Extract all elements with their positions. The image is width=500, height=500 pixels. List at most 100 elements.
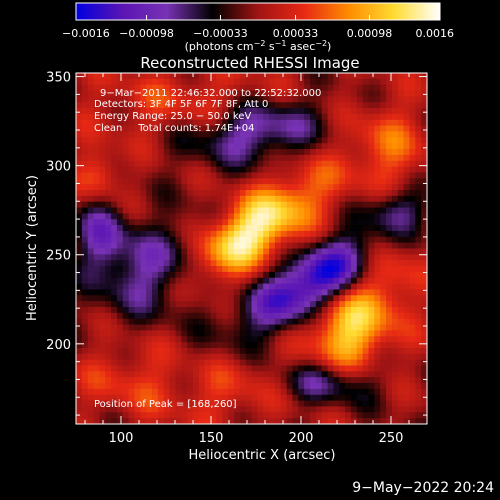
heatmap-cell bbox=[304, 312, 311, 320]
heatmap-cell bbox=[415, 201, 422, 208]
heatmap-cell bbox=[327, 96, 334, 103]
heatmap-cell bbox=[310, 283, 317, 290]
heatmap-cell bbox=[122, 301, 130, 308]
heatmap-cell bbox=[386, 190, 393, 197]
heatmap-cell bbox=[327, 365, 334, 372]
heatmap-cell bbox=[157, 342, 165, 349]
heatmap-cell bbox=[233, 84, 241, 91]
heatmap-cell bbox=[421, 219, 428, 226]
heatmap-cell bbox=[111, 102, 118, 109]
heatmap-cell bbox=[163, 195, 170, 203]
heatmap-cell bbox=[356, 248, 364, 255]
heatmap-cell bbox=[415, 248, 422, 255]
heatmap-cell bbox=[298, 184, 305, 191]
heatmap-cell bbox=[298, 371, 305, 378]
heatmap-cell bbox=[269, 248, 276, 255]
heatmap-cell bbox=[333, 248, 340, 255]
heatmap-cell bbox=[421, 119, 428, 127]
heatmap-cell bbox=[391, 201, 399, 208]
heatmap-cell bbox=[421, 260, 428, 267]
heatmap-cell bbox=[122, 242, 130, 249]
heatmap-cell bbox=[204, 184, 211, 191]
heatmap-cell bbox=[374, 154, 381, 162]
heatmap-cell bbox=[257, 271, 264, 279]
heatmap-cell bbox=[169, 307, 176, 314]
heatmap-cell bbox=[245, 78, 252, 86]
heatmap-cell bbox=[391, 254, 399, 261]
heatmap-cell bbox=[409, 342, 416, 349]
heatmap-cell bbox=[380, 236, 387, 244]
heatmap-cell bbox=[386, 301, 393, 308]
heatmap-cell bbox=[228, 154, 235, 162]
heatmap-cell bbox=[163, 312, 170, 320]
heatmap-cell bbox=[374, 312, 381, 320]
heatmap-cell bbox=[175, 225, 182, 232]
heatmap-cell bbox=[233, 277, 241, 284]
heatmap-cell bbox=[339, 166, 346, 173]
heatmap-cell bbox=[140, 201, 147, 208]
heatmap-cell bbox=[368, 207, 375, 214]
heatmap-cell bbox=[222, 254, 229, 261]
heatmap-cell bbox=[163, 207, 170, 214]
heatmap-cell bbox=[362, 336, 369, 343]
heatmap-cell bbox=[269, 312, 276, 320]
heatmap-cell bbox=[368, 271, 375, 279]
heatmap-cell bbox=[198, 78, 206, 86]
heatmap-cell bbox=[292, 330, 299, 337]
heatmap-cell bbox=[187, 301, 194, 308]
heatmap-cell bbox=[421, 336, 428, 343]
heatmap-cell bbox=[163, 184, 170, 191]
heatmap-cell bbox=[187, 371, 194, 378]
heatmap-cell bbox=[152, 90, 159, 97]
heatmap-cell bbox=[415, 283, 422, 290]
heatmap-cell bbox=[397, 248, 404, 255]
heatmap-cell bbox=[169, 289, 176, 296]
heatmap-cell bbox=[333, 242, 340, 249]
heatmap-cell bbox=[76, 178, 83, 185]
heatmap-cell bbox=[421, 277, 428, 284]
heatmap-cell bbox=[292, 184, 299, 191]
heatmap-cell bbox=[245, 219, 252, 226]
heatmap-cell bbox=[315, 412, 323, 419]
heatmap-cell bbox=[222, 365, 229, 372]
heatmap-cell bbox=[181, 213, 188, 220]
heatmap-cell bbox=[93, 266, 100, 273]
heatmap-cell bbox=[397, 283, 404, 290]
heatmap-cell bbox=[146, 137, 153, 144]
heatmap-cell bbox=[421, 207, 428, 214]
heatmap-cell bbox=[134, 353, 141, 361]
heatmap-cell bbox=[99, 137, 106, 144]
heatmap-cell bbox=[193, 143, 200, 150]
heatmap-cell bbox=[280, 108, 287, 115]
heatmap-cell bbox=[257, 219, 264, 226]
heatmap-cell bbox=[257, 330, 264, 337]
heatmap-cell bbox=[286, 160, 293, 167]
heatmap-cell bbox=[105, 113, 112, 121]
heatmap-cell bbox=[269, 266, 276, 273]
heatmap-cell bbox=[175, 324, 182, 331]
heatmap-cell bbox=[310, 318, 317, 325]
heatmap-cell bbox=[280, 219, 287, 226]
heatmap-cell bbox=[380, 242, 387, 249]
heatmap-cell bbox=[327, 342, 334, 349]
heatmap-cell bbox=[111, 324, 118, 331]
heatmap-cell bbox=[310, 160, 317, 167]
heatmap-cell bbox=[146, 383, 153, 390]
heatmap-cell bbox=[175, 342, 182, 349]
heatmap-cell bbox=[198, 201, 206, 208]
heatmap-cell bbox=[175, 119, 182, 127]
heatmap-cell bbox=[315, 283, 323, 290]
heatmap-cell bbox=[280, 242, 287, 249]
heatmap-cell bbox=[163, 301, 170, 308]
heatmap-cell bbox=[304, 166, 311, 173]
heatmap-cell bbox=[403, 190, 410, 197]
heatmap-cell bbox=[134, 184, 141, 191]
heatmap-cell bbox=[140, 277, 147, 284]
heatmap-cell bbox=[321, 190, 328, 197]
heatmap-cell bbox=[99, 190, 106, 197]
heatmap-cell bbox=[380, 219, 387, 226]
colorbar-tick-label: −0.0016 bbox=[62, 27, 110, 40]
heatmap-cell bbox=[140, 119, 147, 127]
heatmap-cell bbox=[415, 406, 422, 413]
heatmap-cell bbox=[93, 289, 100, 296]
